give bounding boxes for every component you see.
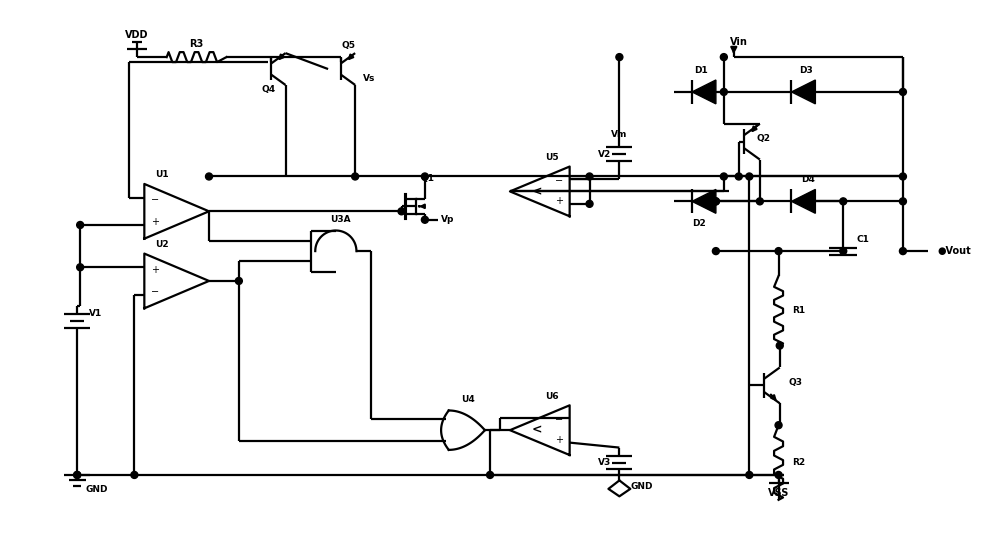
Text: U4: U4 — [461, 395, 475, 404]
Circle shape — [840, 198, 847, 205]
Circle shape — [487, 471, 494, 478]
Circle shape — [756, 198, 763, 205]
Circle shape — [206, 173, 212, 180]
Text: U6: U6 — [545, 392, 559, 401]
Text: −: − — [151, 287, 159, 297]
Text: +: + — [555, 435, 563, 445]
Text: GND: GND — [86, 485, 108, 494]
Circle shape — [899, 173, 906, 180]
Circle shape — [421, 216, 428, 223]
Text: C1: C1 — [857, 235, 870, 243]
Text: Q4: Q4 — [261, 85, 275, 95]
Circle shape — [712, 198, 719, 205]
Circle shape — [899, 248, 906, 255]
Circle shape — [616, 54, 623, 61]
Text: D1: D1 — [694, 65, 708, 75]
Text: V2: V2 — [598, 150, 611, 159]
Text: D2: D2 — [692, 219, 706, 228]
Text: <: < — [532, 424, 542, 437]
Circle shape — [712, 248, 719, 255]
Circle shape — [235, 278, 242, 285]
Circle shape — [586, 200, 593, 207]
Circle shape — [352, 173, 359, 180]
Circle shape — [746, 173, 753, 180]
Circle shape — [840, 248, 847, 255]
Circle shape — [775, 248, 782, 255]
Text: D4: D4 — [801, 175, 815, 184]
Circle shape — [398, 208, 405, 215]
Text: Q5: Q5 — [342, 41, 356, 50]
Circle shape — [746, 471, 753, 478]
Circle shape — [586, 173, 593, 180]
Text: +: + — [151, 217, 159, 227]
Text: Q1: Q1 — [421, 174, 435, 183]
Text: Vin: Vin — [730, 37, 748, 47]
Circle shape — [712, 198, 719, 205]
Text: R3: R3 — [189, 39, 204, 49]
Polygon shape — [791, 189, 815, 213]
Text: R1: R1 — [792, 306, 805, 315]
Circle shape — [735, 173, 742, 180]
Circle shape — [775, 422, 782, 428]
Text: Q3: Q3 — [788, 378, 802, 387]
Text: D3: D3 — [800, 65, 813, 75]
Text: U1: U1 — [155, 170, 169, 180]
Text: U3A: U3A — [331, 215, 351, 224]
Polygon shape — [692, 80, 716, 104]
Circle shape — [899, 198, 906, 205]
Text: Vp: Vp — [441, 215, 454, 225]
Text: <: < — [532, 185, 542, 198]
Text: V1: V1 — [88, 309, 102, 318]
Text: U5: U5 — [545, 153, 559, 162]
Circle shape — [74, 471, 81, 478]
Circle shape — [77, 264, 84, 270]
Text: Q2: Q2 — [756, 134, 770, 143]
Text: Vs: Vs — [362, 75, 375, 83]
Text: GND: GND — [630, 482, 653, 491]
Text: ●Vout: ●Vout — [938, 246, 971, 256]
Text: U2: U2 — [155, 240, 169, 249]
Text: Vm: Vm — [611, 130, 628, 138]
Circle shape — [77, 221, 84, 228]
Text: −: − — [151, 195, 159, 206]
Text: +: + — [151, 265, 159, 275]
Text: V3: V3 — [598, 458, 611, 467]
Circle shape — [720, 54, 727, 61]
Text: +: + — [555, 196, 563, 206]
Circle shape — [131, 471, 138, 478]
Polygon shape — [791, 80, 815, 104]
Text: VDD: VDD — [125, 30, 149, 40]
Text: VSS: VSS — [768, 488, 789, 498]
Circle shape — [421, 173, 428, 180]
Text: −: − — [555, 415, 563, 425]
Circle shape — [776, 342, 783, 349]
Circle shape — [74, 471, 81, 478]
Circle shape — [720, 173, 727, 180]
Circle shape — [720, 88, 727, 95]
Polygon shape — [692, 189, 716, 213]
Text: R2: R2 — [792, 458, 805, 467]
Circle shape — [899, 88, 906, 95]
Text: −: − — [555, 176, 563, 187]
Circle shape — [775, 471, 782, 478]
